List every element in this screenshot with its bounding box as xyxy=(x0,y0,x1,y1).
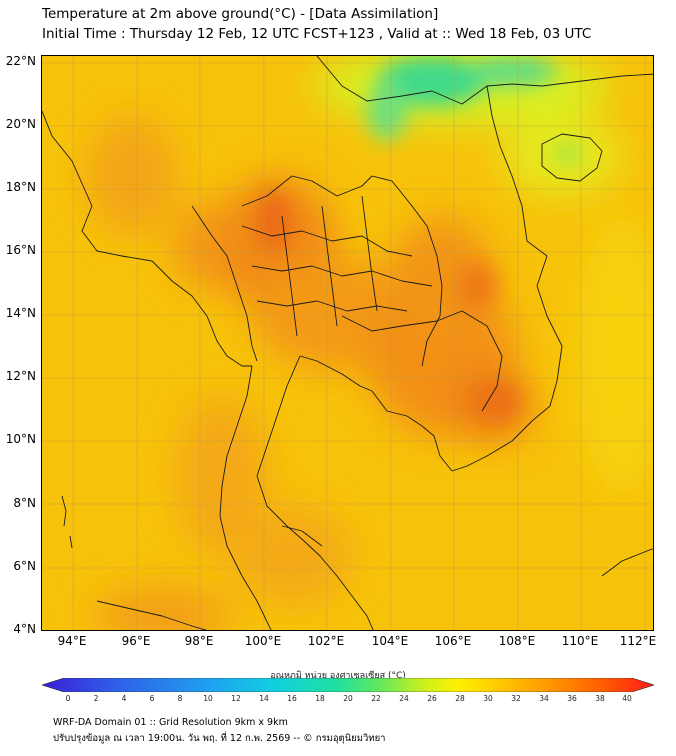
coastlines-and-borders xyxy=(42,56,653,630)
lat-label-20: 20°N xyxy=(5,117,36,131)
lon-label-94: 94°E xyxy=(57,634,87,648)
colorbar-tick-4: 4 xyxy=(121,694,127,703)
chart-title: Temperature at 2m above ground(°C) - [Da… xyxy=(42,6,439,22)
footer-update-info: ปรับปรุงข้อมูล ณ เวลา 19:00น. วัน พฤ. ที… xyxy=(53,733,386,744)
temperature-map xyxy=(41,55,654,631)
colorbar-tick-18: 18 xyxy=(315,694,325,703)
thai-peninsula-east xyxy=(256,355,374,630)
sumatra-coast xyxy=(96,600,207,630)
colorbar-tick-32: 32 xyxy=(511,694,521,703)
colorbar-tick-6: 6 xyxy=(149,694,155,703)
cambodia-border xyxy=(341,310,503,412)
hainan-island xyxy=(541,133,603,182)
colorbar-tick-40: 40 xyxy=(622,694,632,703)
colorbar-tick-10: 10 xyxy=(203,694,213,703)
lon-label-110: 110°E xyxy=(561,634,599,648)
lat-label-8: 8°N xyxy=(13,496,36,510)
colorbar-tick-16: 16 xyxy=(287,694,297,703)
borneo-coast xyxy=(601,548,653,577)
colorbar-tick-8: 8 xyxy=(177,694,183,703)
lat-label-4: 4°N xyxy=(13,622,36,636)
myanmar-coast xyxy=(42,110,252,367)
colorbar-tick-14: 14 xyxy=(259,694,269,703)
laos-thailand-border xyxy=(241,175,443,367)
colorbar-tick-38: 38 xyxy=(595,694,605,703)
colorbar-tick-12: 12 xyxy=(231,694,241,703)
thai-peninsula-west xyxy=(219,365,272,630)
colorbar-tick-2: 2 xyxy=(93,694,99,703)
lon-label-106: 106°E xyxy=(434,634,472,648)
colorbar-tick-36: 36 xyxy=(567,694,577,703)
lon-label-112: 112°E xyxy=(619,634,657,648)
footer-domain-info: WRF-DA Domain 01 :: Grid Resolution 9km … xyxy=(53,717,288,728)
colorbar-tick-28: 28 xyxy=(455,694,465,703)
lat-label-16: 16°N xyxy=(5,243,36,257)
thai-provinces-3 xyxy=(256,300,408,312)
temperature-field-svg xyxy=(42,56,653,630)
thai-provinces-4 xyxy=(281,195,378,337)
map-gridlines xyxy=(42,56,653,630)
colorbar-tick-20: 20 xyxy=(343,694,353,703)
colorbar-tick-0: 0 xyxy=(65,694,71,703)
chart-subtitle: Initial Time : Thursday 12 Feb, 12 UTC F… xyxy=(42,26,592,42)
lat-label-22: 22°N xyxy=(5,54,36,68)
vietnam-coast xyxy=(451,85,563,472)
thai-provinces-2 xyxy=(251,265,433,287)
malaysia-border xyxy=(281,525,323,547)
colorbar-tick-22: 22 xyxy=(371,694,381,703)
colorbar-tick-34: 34 xyxy=(539,694,549,703)
lon-label-108: 108°E xyxy=(498,634,536,648)
colorbar-tick-26: 26 xyxy=(427,694,437,703)
lat-label-12: 12°N xyxy=(5,369,36,383)
lon-label-96: 96°E xyxy=(121,634,151,648)
lon-label-104: 104°E xyxy=(371,634,409,648)
colorbar-title: อุณหภูมิ หน่วย องศาเซลเซียส (°C) xyxy=(270,671,406,681)
cambodia-vietnam-delta xyxy=(421,425,453,472)
lat-label-10: 10°N xyxy=(5,432,36,446)
lon-label-102: 102°E xyxy=(307,634,345,648)
lon-label-98: 98°E xyxy=(184,634,214,648)
field-hot-spots xyxy=(256,191,519,419)
gulf-of-thailand-east xyxy=(299,355,423,427)
thai-provinces-1 xyxy=(241,225,413,257)
lat-label-6: 6°N xyxy=(13,559,36,573)
lat-label-18: 18°N xyxy=(5,180,36,194)
colorbar-gradient xyxy=(42,678,654,692)
myanmar-thailand-border xyxy=(191,205,258,362)
andaman-islands xyxy=(61,495,73,549)
colorbar-tick-24: 24 xyxy=(399,694,409,703)
lat-label-14: 14°N xyxy=(5,306,36,320)
colorbar xyxy=(42,678,654,692)
lon-label-100: 100°E xyxy=(244,634,282,648)
china-south-coast xyxy=(316,56,653,105)
colorbar-tick-30: 30 xyxy=(483,694,493,703)
